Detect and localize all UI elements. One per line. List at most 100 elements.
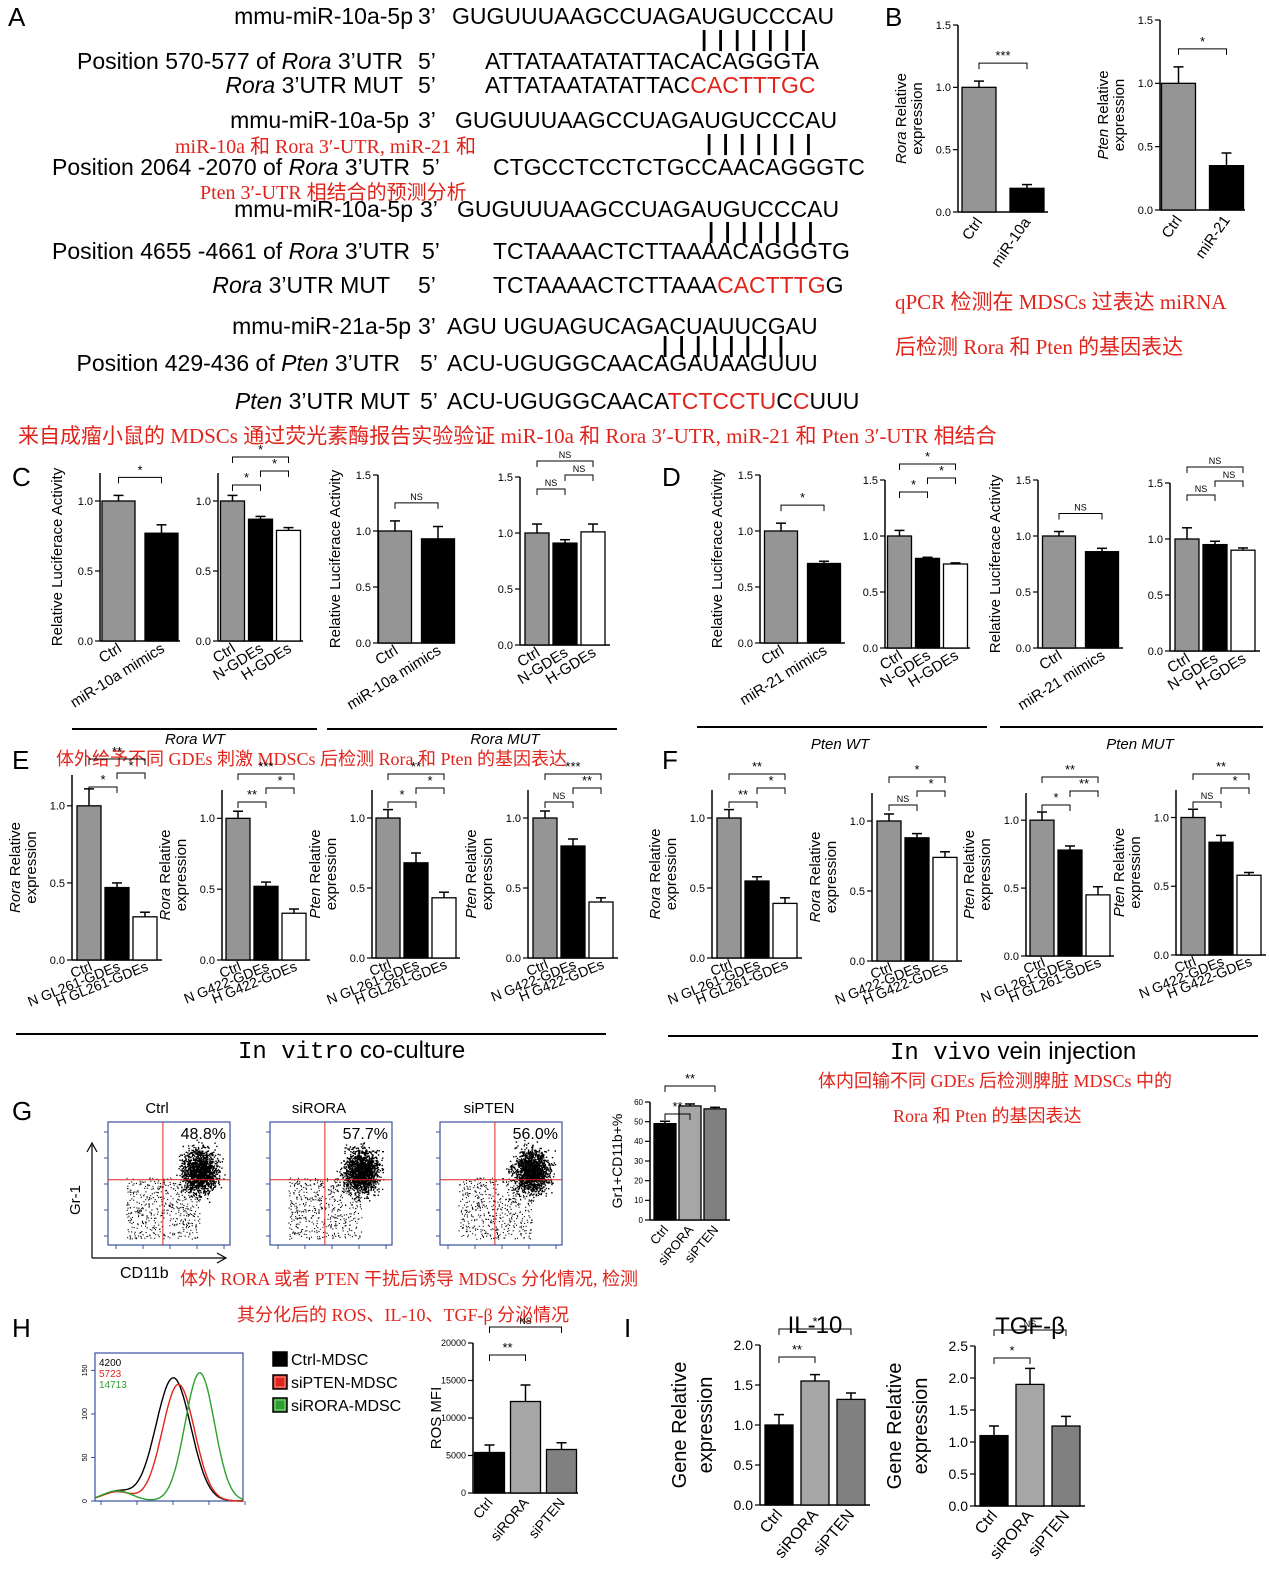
bracket-rora-mut: [327, 728, 617, 730]
significance-label: *: [939, 463, 944, 478]
bar-n-gdes: [1202, 543, 1228, 652]
significance-label: NS: [1074, 503, 1087, 513]
category-label: H-GDEs: [1193, 650, 1249, 694]
significance-label: *: [100, 772, 105, 787]
strand-orientation: 3’: [420, 196, 438, 222]
base-pair-lines: ||||||||: [662, 332, 795, 357]
significance-label: ***: [995, 48, 1010, 63]
y-tick-label: 0.0: [1148, 646, 1163, 658]
y-tick-label: 0.0: [498, 640, 513, 652]
bar-ctrl: [532, 817, 558, 959]
category-label: Ctrl: [372, 642, 401, 669]
significance-label: **: [1079, 776, 1089, 791]
annotation-b-1: qPCR 检测在 MDSCs 过表达 miRNA: [895, 290, 1227, 314]
bar-h-g422-gdes: [1236, 874, 1262, 956]
bar-h-gl261-gdes: [1085, 894, 1111, 957]
y-axis-label-line2: expression: [1111, 79, 1128, 152]
category-label: siRORA: [655, 1222, 697, 1268]
strand-orientation: 5’: [420, 388, 438, 414]
significance-label: *: [1232, 773, 1237, 788]
significance-bracket: **: [1069, 776, 1099, 797]
caption-in-vivo: In vivo vein injection: [890, 1038, 1137, 1067]
significance-bracket: **: [1041, 762, 1099, 783]
section-label-rora-mut: Rora MUT: [470, 731, 540, 748]
y-tick-label: 0.5: [1138, 142, 1153, 154]
chart-title: IL-10: [788, 1312, 843, 1339]
y-tick-label: 0.0: [734, 1497, 754, 1513]
y-axis-label: Pten Relative: [463, 829, 480, 918]
category-label: miR-21 mimics: [737, 642, 830, 709]
annotation-g-2: 其分化后的 ROS、IL-10、TGF-β 分泌情况: [237, 1305, 570, 1325]
significance-label: *: [1200, 34, 1205, 49]
y-tick-label: 1.5: [498, 472, 513, 484]
significance-label: **: [752, 759, 762, 774]
category-label: N G422-GDEs: [488, 956, 578, 1005]
sequence-label: mmu-miR-10a-5p: [234, 3, 413, 29]
bar-h-gl261-gdes: [132, 916, 158, 961]
category-label: N G422-GDEs: [181, 958, 271, 1007]
significance-bracket: NS: [1186, 484, 1216, 501]
y-tick-label: 0.0: [690, 953, 705, 965]
category-label: Ctrl: [96, 640, 125, 667]
bar-h-gdes: [1230, 549, 1256, 652]
sequence: ATTATAATATATTACCACTTTGC: [485, 72, 816, 98]
y-axis-label: Rora Relative: [893, 73, 910, 164]
significance-label: **: [502, 1340, 512, 1355]
category-label: siRORA: [487, 1494, 532, 1544]
sequence: AGU UGUAGUCAGACUAUUCGAU: [447, 313, 818, 339]
category-label: H GL261-GDEs: [693, 956, 790, 1008]
significance-label: *: [137, 462, 142, 477]
y-axis-label: Rora Relative: [157, 830, 174, 921]
category-label: Ctrl: [647, 1222, 672, 1247]
histogram-y-tick: 50: [82, 1453, 89, 1461]
significance-bracket: NS: [394, 492, 439, 509]
significance-bracket: **: [664, 1071, 716, 1092]
significance-bracket: *: [1220, 773, 1250, 794]
y-tick-label: 0.5: [50, 878, 65, 890]
y-axis-label: ROS MFI: [428, 1387, 445, 1450]
y-tick-label: 1.0: [949, 1434, 969, 1450]
y-axis-label-line2: expression: [823, 841, 840, 914]
y-tick-label: 1.0: [863, 531, 878, 543]
bar-mir-21-mimics: [806, 562, 842, 644]
histogram-mfi-value: 4200: [99, 1358, 122, 1369]
sequence: GUGUUUAAGCCUAGAUGUCCCAU: [452, 3, 835, 29]
category-label: Ctrl: [877, 647, 906, 674]
y-axis-label-line2: expression: [977, 838, 994, 911]
panel-letter-f: F: [662, 745, 678, 775]
category-label: H G422-GDEs: [209, 958, 299, 1007]
significance-label: *: [1009, 1343, 1014, 1358]
significance-label: *: [812, 1314, 817, 1329]
category-label: N-GDEs: [1165, 650, 1221, 694]
histogram-mfi-value: 5723: [99, 1369, 122, 1380]
y-tick-label: 0.0: [936, 207, 951, 219]
significance-bracket: *: [415, 773, 445, 794]
y-tick-label: 0.5: [949, 1466, 969, 1482]
annotation-a-1: miR-10a 和 Rora 3′-UTR, miR-21 和: [175, 136, 477, 158]
y-tick-label: 0.0: [949, 1498, 969, 1514]
caption-in-vitro: In vitro co-culture: [238, 1037, 466, 1066]
legend-swatch: [272, 1374, 288, 1390]
strand-orientation: 5’: [418, 72, 436, 98]
y-tick-label: 10000: [441, 1413, 466, 1423]
significance-bracket: NS: [1192, 791, 1222, 808]
bar-ctrl: [886, 535, 913, 649]
category-label: N GL261-GDEs: [25, 958, 122, 1010]
y-tick-label: 0.5: [690, 883, 705, 895]
base-pair-lines: |||||||: [701, 26, 817, 51]
significance-label: NS: [1201, 791, 1214, 801]
bar-sipten: [836, 1398, 866, 1506]
flow-events: [288, 1142, 385, 1240]
y-tick-label: 0.5: [1154, 881, 1169, 893]
bar-sipten: [703, 1108, 727, 1221]
significance-label: NS: [1024, 1319, 1037, 1329]
annotation-f-2: Rora 和 Pten 的基因表达: [893, 1106, 1082, 1126]
significance-bracket: *: [232, 470, 261, 491]
bar-n-g422-gdes: [904, 837, 930, 962]
